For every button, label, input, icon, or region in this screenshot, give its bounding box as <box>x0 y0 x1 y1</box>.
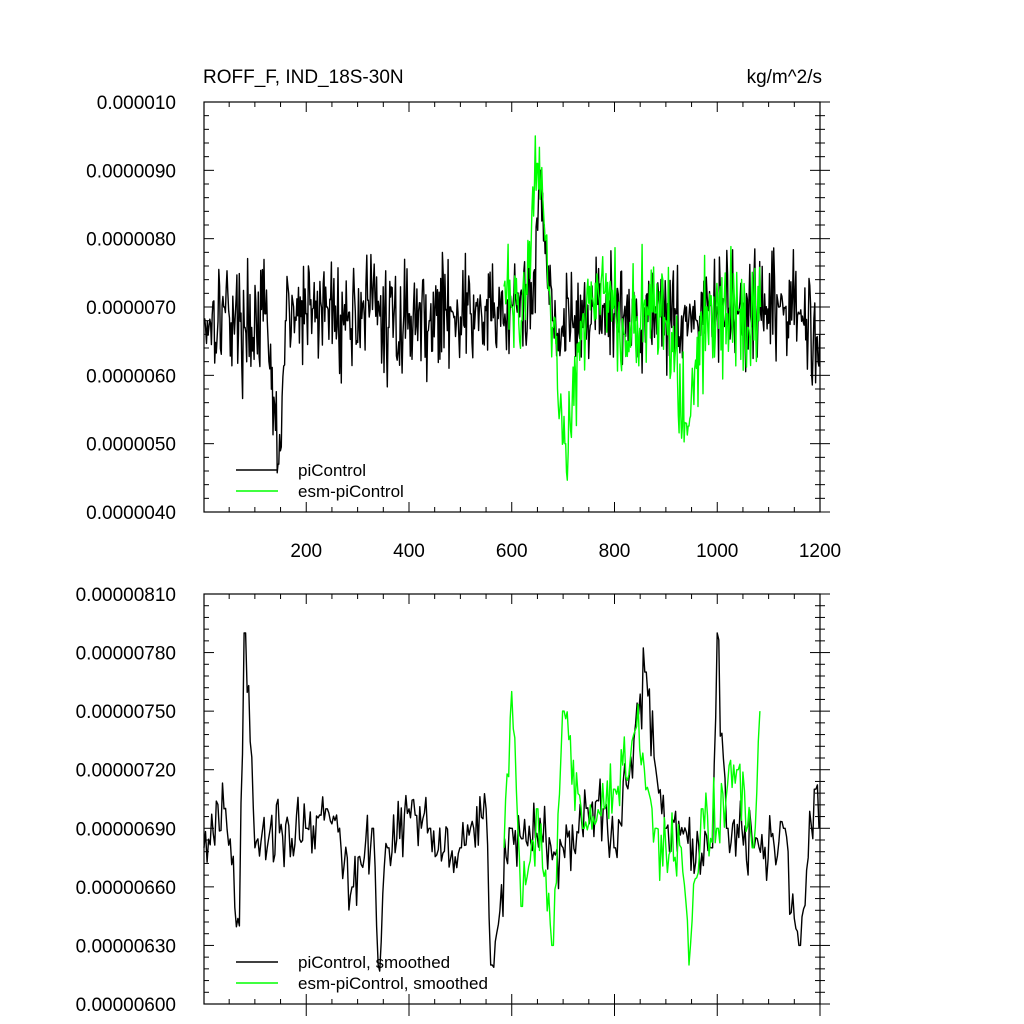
y-tick-label: 0.000010 <box>97 93 176 114</box>
y-tick-label: 0.00000750 <box>76 702 176 723</box>
legend-label: esm-piControl, smoothed <box>298 974 488 993</box>
y-tick-label: 0.00000630 <box>76 936 176 957</box>
y-tick-label: 0.00000780 <box>76 644 176 665</box>
top-panel: 200 400 600 800 1000 1200 0.0000040 0.0000050 0.… <box>86 93 841 562</box>
y-tick-label: 0.0000040 <box>86 503 176 524</box>
x-tick-label: 200 <box>290 541 322 562</box>
legend-label: piControl, smoothed <box>298 953 450 972</box>
chart-title: ROFF_F, IND_18S-30N <box>203 67 404 88</box>
x-tick-label: 1200 <box>799 541 841 562</box>
y-tick-label: 0.00000660 <box>76 878 176 899</box>
plot-frame <box>203 593 821 1005</box>
y-tick-label: 0.00000810 <box>76 585 176 606</box>
y-tick-label: 0.0000070 <box>86 298 176 319</box>
y-tick-label: 0.0000090 <box>86 161 176 182</box>
y-tick-label: 0.00000720 <box>76 761 176 782</box>
x-tick-label: 800 <box>599 541 631 562</box>
legend-label: piControl <box>298 461 366 480</box>
y-tick-label: 0.0000080 <box>86 230 176 251</box>
x-tick-label: 1000 <box>696 541 738 562</box>
bottom-panel: 0.00000600 0.00000630 0.00000660 0.00000690… <box>76 585 830 1016</box>
legend-label: esm-piControl <box>298 482 404 501</box>
y-tick-label: 0.00000690 <box>76 819 176 840</box>
x-tick-label: 600 <box>496 541 528 562</box>
y-tick-label: 0.0000060 <box>86 366 176 387</box>
x-tick-label: 400 <box>393 541 425 562</box>
y-tick-label: 0.00000600 <box>76 995 176 1016</box>
series-line-picontrol <box>203 632 820 972</box>
y-tick-label: 0.0000050 <box>86 435 176 456</box>
series-line-esm-picontrol <box>503 690 761 966</box>
units-label: kg/m^2/s <box>747 67 822 88</box>
series-line-esm-picontrol <box>503 135 762 481</box>
